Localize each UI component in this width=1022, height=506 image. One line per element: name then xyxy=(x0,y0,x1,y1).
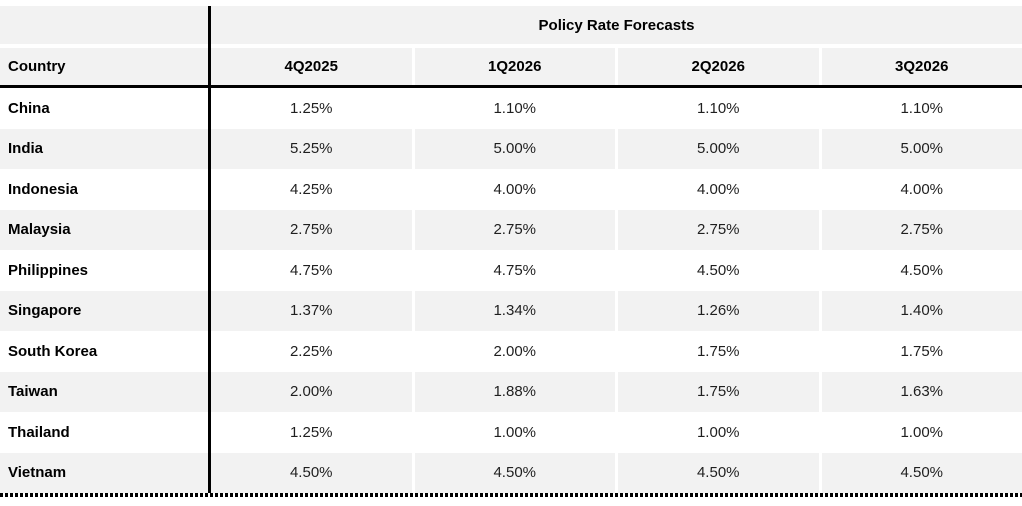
country-cell: Malaysia xyxy=(0,209,208,250)
value-cell: 1.00% xyxy=(696,423,740,441)
country-cell: Philippines xyxy=(8,261,89,279)
value-cell: 1.10% xyxy=(696,99,740,117)
value-cell: 1.10% xyxy=(900,99,944,117)
value-cell: 4.00% xyxy=(900,180,944,198)
value-cell: 1.75% xyxy=(900,342,944,360)
value-cell: 4.75% xyxy=(289,261,333,279)
country-cell: Vietnam xyxy=(0,452,208,493)
value-cell: 4.50% xyxy=(618,452,819,493)
value-cell: 4.00% xyxy=(696,180,740,198)
value-cell: 4.00% xyxy=(493,180,537,198)
value-cell: 1.63% xyxy=(821,371,1022,412)
table-row: Indonesia 4.25% 4.00% 4.00% 4.00% xyxy=(0,169,1022,210)
column-divider-line xyxy=(208,6,211,493)
column-header-country: Country xyxy=(0,48,208,85)
value-cell: 2.25% xyxy=(289,342,333,360)
table-row: China 1.25% 1.10% 1.10% 1.10% xyxy=(0,88,1022,129)
value-cell: 5.00% xyxy=(821,128,1022,169)
table-row: Vietnam 4.50% 4.50% 4.50% 4.50% xyxy=(0,452,1022,493)
table-title-row: Policy Rate Forecasts xyxy=(0,6,1022,44)
value-cell: 1.00% xyxy=(900,423,944,441)
value-cell: 1.75% xyxy=(696,342,740,360)
value-cell: 2.75% xyxy=(414,209,615,250)
value-cell: 1.37% xyxy=(211,290,412,331)
table-header-row: Country 4Q2025 1Q2026 2Q2026 3Q2026 xyxy=(0,48,1022,85)
value-cell: 4.50% xyxy=(211,452,412,493)
country-cell: India xyxy=(0,128,208,169)
value-cell: 4.25% xyxy=(289,180,333,198)
title-row-country-spacer xyxy=(0,6,208,44)
table-body: China 1.25% 1.10% 1.10% 1.10% India 5.25% 5.00%… xyxy=(0,88,1022,493)
table-row: Thailand 1.25% 1.00% 1.00% 1.00% xyxy=(0,412,1022,453)
table-row: Singapore 1.37% 1.34% 1.26% 1.40% xyxy=(0,290,1022,331)
value-cell: 5.25% xyxy=(211,128,412,169)
value-cell: 1.25% xyxy=(289,99,333,117)
value-cell: 4.75% xyxy=(493,261,537,279)
value-cell: 2.75% xyxy=(821,209,1022,250)
value-cell: 4.50% xyxy=(696,261,740,279)
value-cell: 4.50% xyxy=(900,261,944,279)
country-cell: Taiwan xyxy=(0,371,208,412)
country-cell: Thailand xyxy=(8,423,70,441)
column-header-1q2026: 1Q2026 xyxy=(414,48,615,85)
value-cell: 1.34% xyxy=(414,290,615,331)
value-cell: 4.50% xyxy=(414,452,615,493)
value-cell: 5.00% xyxy=(414,128,615,169)
value-cell: 1.10% xyxy=(493,99,537,117)
table-row: South Korea 2.25% 2.00% 1.75% 1.75% xyxy=(0,331,1022,372)
table-row: Taiwan 2.00% 1.88% 1.75% 1.63% xyxy=(0,371,1022,412)
value-cell: 5.00% xyxy=(618,128,819,169)
column-header-4q2025: 4Q2025 xyxy=(211,48,412,85)
bottom-dashed-border xyxy=(0,493,1022,497)
country-cell: Singapore xyxy=(0,290,208,331)
value-cell: 1.40% xyxy=(821,290,1022,331)
table-row: India 5.25% 5.00% 5.00% 5.00% xyxy=(0,128,1022,169)
value-cell: 1.25% xyxy=(289,423,333,441)
value-cell: 1.88% xyxy=(414,371,615,412)
country-cell: Indonesia xyxy=(8,180,79,198)
value-cell: 2.75% xyxy=(618,209,819,250)
value-cell: 2.75% xyxy=(211,209,412,250)
value-cell: 1.00% xyxy=(493,423,537,441)
value-cell: 4.50% xyxy=(821,452,1022,493)
table-row: Philippines 4.75% 4.75% 4.50% 4.50% xyxy=(0,250,1022,291)
value-cell: 1.26% xyxy=(618,290,819,331)
value-cell: 2.00% xyxy=(211,371,412,412)
country-cell: South Korea xyxy=(8,342,98,360)
table-title: Policy Rate Forecasts xyxy=(211,6,1022,44)
table-row: Malaysia 2.75% 2.75% 2.75% 2.75% xyxy=(0,209,1022,250)
value-cell: 2.00% xyxy=(493,342,537,360)
column-header-2q2026: 2Q2026 xyxy=(618,48,819,85)
header-rule xyxy=(0,85,1022,88)
country-cell: China xyxy=(8,99,50,117)
column-header-3q2026: 3Q2026 xyxy=(821,48,1022,85)
value-cell: 1.75% xyxy=(618,371,819,412)
